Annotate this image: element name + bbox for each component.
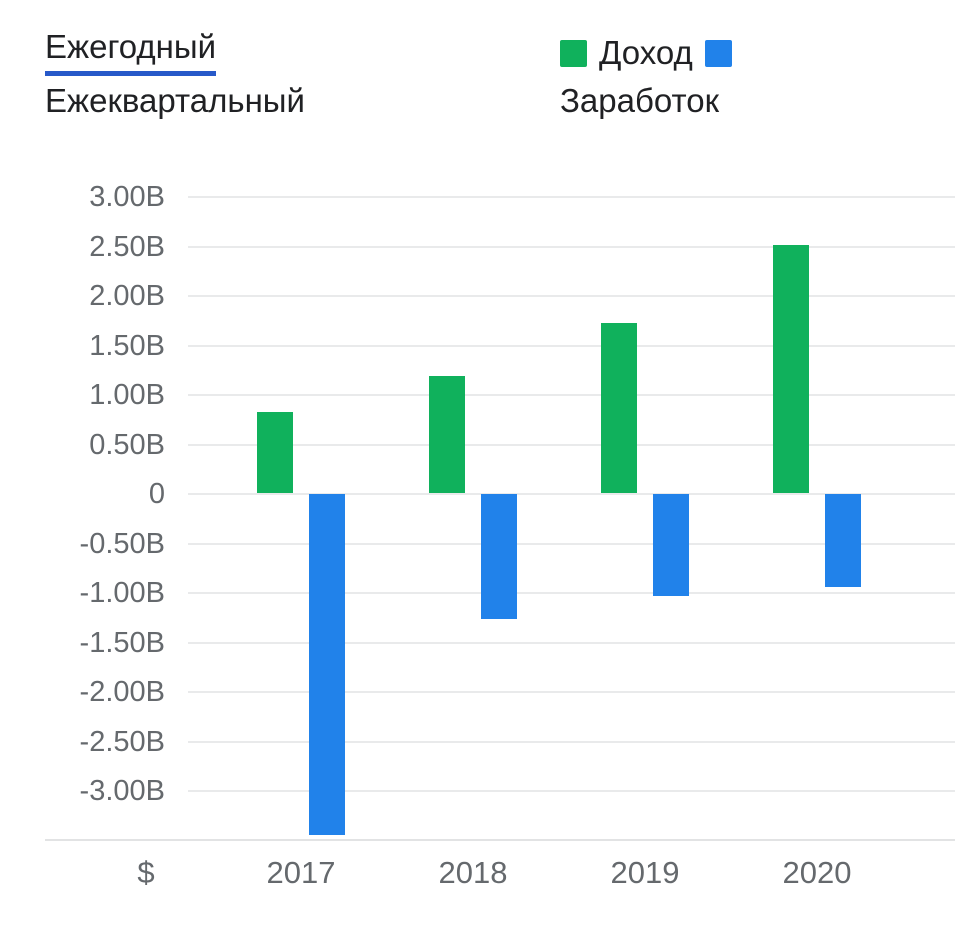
y-axis-tick-label: -1.00B [79,577,165,609]
y-axis-tick-label: 3.00B [89,181,165,213]
legend-label-revenue: Доход [599,34,693,71]
x-axis-label-2017: 2017 [266,855,336,890]
y-axis-tick-label: 2.00B [89,280,165,312]
earnings-bar-2020[interactable] [825,494,861,588]
gridline [188,344,955,347]
gridline [188,641,955,644]
tab-annual[interactable]: Ежегодный [45,28,217,76]
revenue-bar-2018[interactable] [429,376,465,493]
gridline [188,394,955,396]
tab-quarterly[interactable]: Ежеквартальный [45,82,305,119]
gridline [188,295,955,297]
y-axis-tick-label: -1.50B [79,626,165,659]
y-axis-tick-label: 2.50B [89,230,165,263]
revenue-bar-2019[interactable] [601,322,637,493]
gridline [188,196,955,198]
y-axis-tick-label: 1.50B [89,329,165,362]
gridline [188,592,955,594]
earnings-swatch-icon [704,39,732,67]
revenue-swatch-icon [560,39,587,67]
x-axis-label-2020: 2020 [782,855,852,890]
y-axis-tick-label: -2.00B [79,676,165,708]
gridline [188,542,955,545]
x-axis-line [45,839,955,841]
earnings-bar-2017[interactable] [309,494,345,835]
y-axis-tick-label: -2.50B [79,725,165,758]
legend: Доход Заработок [560,30,775,124]
gridline [188,443,955,446]
legend-label-earnings: Заработок [560,82,720,119]
x-axis-label-2019: 2019 [610,855,680,890]
earnings-bar-2019[interactable] [653,494,689,596]
y-axis-tick-label: 1.00B [89,379,165,411]
x-axis-label-2018: 2018 [438,855,508,890]
gridline [188,493,955,495]
y-axis-tick-label: 0.50B [89,428,165,461]
revenue-bar-2017[interactable] [257,411,293,493]
y-axis-tick-label: 0 [148,478,165,510]
gridline [188,740,955,743]
gridline [188,245,955,248]
revenue-bar-2020[interactable] [773,244,809,493]
gridline [188,790,955,792]
gridline [188,691,955,693]
y-axis-tick-label: -3.00B [79,775,165,807]
y-axis-tick-label: -0.50B [79,527,165,560]
currency-label: $ [137,855,155,890]
earnings-bar-2018[interactable] [481,494,517,619]
